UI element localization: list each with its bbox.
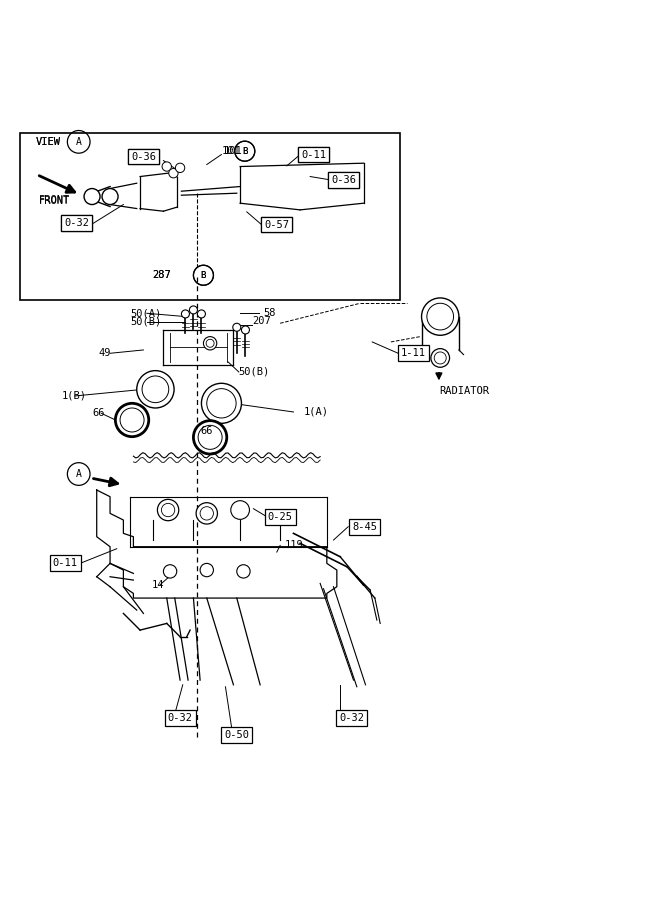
Circle shape [201, 383, 241, 423]
Circle shape [169, 168, 178, 178]
Circle shape [193, 420, 227, 454]
Text: 0-36: 0-36 [331, 175, 356, 184]
Text: 8-45: 8-45 [352, 522, 378, 532]
Text: B: B [242, 147, 247, 156]
Text: 1-11: 1-11 [401, 348, 426, 358]
Circle shape [198, 426, 222, 449]
Text: 14: 14 [152, 580, 165, 590]
Text: 0-36: 0-36 [131, 151, 156, 161]
Text: 0-32: 0-32 [339, 713, 364, 723]
Circle shape [434, 352, 446, 364]
Circle shape [196, 503, 217, 524]
Text: 1(B): 1(B) [62, 391, 87, 401]
Text: 0-32: 0-32 [167, 713, 193, 723]
Circle shape [84, 188, 100, 204]
Text: 0-57: 0-57 [264, 220, 289, 230]
Text: 58: 58 [263, 308, 276, 318]
Circle shape [427, 303, 454, 330]
Text: 66: 66 [200, 426, 213, 436]
Text: 66: 66 [92, 409, 105, 419]
FancyBboxPatch shape [20, 133, 400, 300]
Text: FRONT: FRONT [39, 195, 70, 205]
Circle shape [175, 163, 185, 173]
Circle shape [120, 408, 144, 432]
Circle shape [231, 500, 249, 519]
Circle shape [161, 503, 175, 517]
Text: 0-36: 0-36 [331, 175, 356, 184]
Text: 101: 101 [221, 146, 240, 157]
Text: 0-32: 0-32 [64, 218, 89, 229]
Text: 0-32: 0-32 [64, 218, 89, 229]
Text: 0-57: 0-57 [264, 220, 289, 230]
Circle shape [137, 371, 174, 408]
Circle shape [241, 326, 249, 334]
Circle shape [157, 500, 179, 521]
Circle shape [200, 507, 213, 520]
Text: 50(B): 50(B) [130, 317, 161, 327]
Circle shape [237, 564, 250, 578]
Text: 0-11: 0-11 [301, 149, 326, 159]
Circle shape [431, 348, 450, 367]
Circle shape [422, 298, 459, 336]
Circle shape [197, 310, 205, 318]
Text: 50(B): 50(B) [239, 367, 270, 377]
Text: 50(A): 50(A) [130, 309, 161, 319]
Circle shape [163, 564, 177, 578]
Text: FRONT: FRONT [39, 196, 70, 206]
Text: VIEW: VIEW [35, 137, 60, 147]
Text: 0-11: 0-11 [53, 558, 78, 569]
Text: 287: 287 [152, 270, 171, 280]
Circle shape [203, 337, 217, 350]
Text: A: A [76, 137, 81, 147]
Circle shape [200, 563, 213, 577]
Text: 0-25: 0-25 [267, 512, 293, 522]
Text: 0-50: 0-50 [224, 730, 249, 740]
Circle shape [206, 339, 214, 347]
Text: B: B [242, 147, 247, 156]
Circle shape [189, 306, 197, 314]
Circle shape [115, 403, 149, 436]
Circle shape [207, 389, 236, 418]
Text: 49: 49 [99, 348, 111, 358]
Text: 0-11: 0-11 [301, 149, 326, 159]
Circle shape [162, 162, 171, 171]
Text: 1(A): 1(A) [303, 407, 328, 417]
Text: 119: 119 [285, 540, 303, 551]
Circle shape [102, 188, 118, 204]
Text: 207: 207 [252, 316, 271, 327]
Circle shape [233, 323, 241, 331]
Text: A: A [76, 469, 81, 479]
Circle shape [181, 310, 189, 318]
Text: VIEW: VIEW [35, 137, 60, 147]
Text: 0-36: 0-36 [131, 151, 156, 161]
Text: RADIATOR: RADIATOR [439, 386, 489, 396]
Text: B: B [201, 271, 206, 280]
Circle shape [142, 376, 169, 402]
Text: 101: 101 [223, 146, 242, 157]
Text: 287: 287 [152, 270, 171, 280]
Text: B: B [201, 271, 206, 280]
